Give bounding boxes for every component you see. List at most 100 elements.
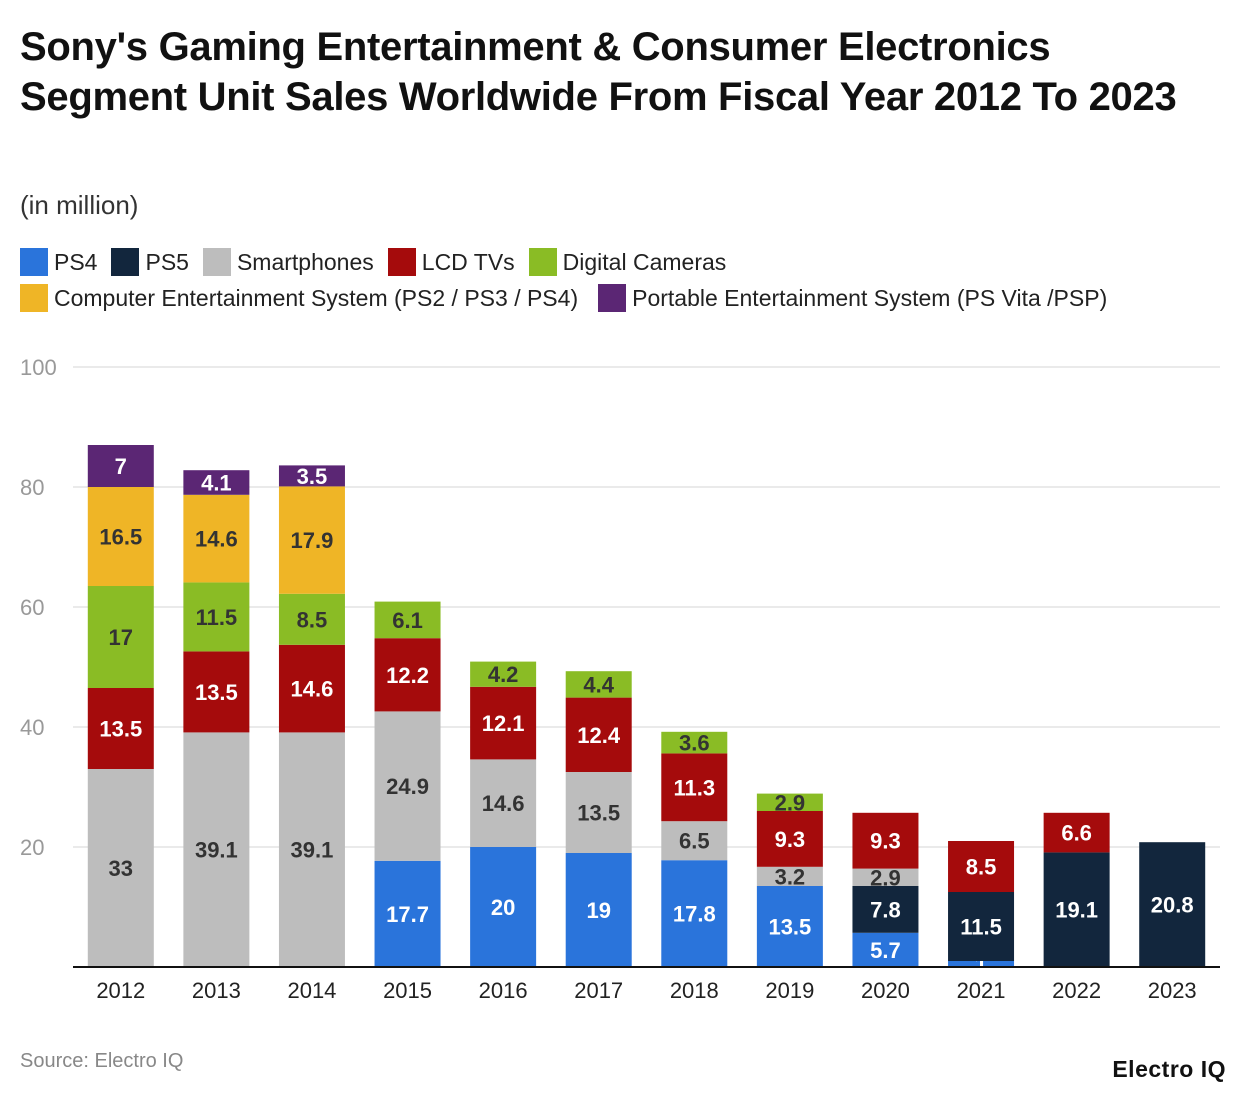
x-tick-label: 2022	[1052, 978, 1101, 1003]
data-label: 20.8	[1151, 893, 1194, 918]
legend-swatch	[528, 248, 557, 276]
legend-item: Digital Cameras	[528, 244, 726, 280]
data-label: 7.8	[870, 897, 901, 922]
x-tick-label: 2013	[192, 978, 241, 1003]
legend-label: Computer Entertainment System (PS2 / PS3…	[54, 285, 579, 311]
legend-item: Portable Entertainment System (PS Vita /…	[598, 280, 1107, 316]
source-note: Source: Electro IQ	[20, 1050, 184, 1072]
y-tick-label: 40	[20, 715, 44, 740]
data-label: 3.6	[679, 731, 710, 756]
bar-segment	[565, 853, 632, 967]
legend-item: PS4	[20, 244, 97, 280]
chart-title: Sony's Gaming Entertainment & Consumer E…	[20, 25, 1177, 119]
data-label: 13.5	[768, 915, 811, 940]
data-label: 9.3	[870, 829, 901, 854]
data-label: 6.1	[392, 608, 423, 633]
bar-segment	[756, 793, 823, 811]
data-label: 3.2	[775, 864, 806, 889]
bar-segment	[278, 465, 345, 487]
bar-segment	[87, 586, 154, 688]
data-label: 17	[109, 625, 133, 650]
data-label: 12.2	[386, 663, 429, 688]
bar-segment	[852, 932, 919, 967]
data-label: 13.5	[195, 680, 238, 705]
data-label: 19	[586, 898, 610, 923]
bar-segment	[661, 731, 728, 754]
bar-segment	[183, 732, 250, 967]
bar-segment	[756, 811, 823, 867]
x-tick-label: 2016	[479, 978, 528, 1003]
legend-item: PS5	[111, 244, 189, 280]
legend-label: Smartphones	[236, 249, 374, 275]
legend-item: Computer Entertainment System (PS2 / PS3…	[20, 280, 578, 316]
data-label: 12.4	[577, 723, 621, 748]
x-tick-label: 2014	[287, 978, 336, 1003]
bar-segment	[278, 593, 345, 645]
bar-segment	[852, 886, 919, 933]
data-label: 4.2	[488, 662, 519, 687]
bar-segment	[948, 961, 1015, 967]
data-label: 13.5	[99, 717, 142, 742]
data-label: 39.1	[195, 838, 238, 863]
legend-label: LCD TVs	[421, 249, 515, 275]
legend-label: Portable Entertainment System (PS Vita /…	[632, 285, 1108, 311]
bar-segment	[183, 582, 250, 652]
data-label: 17.8	[673, 902, 716, 927]
data-label: 17.7	[386, 902, 429, 927]
bar-segment	[278, 644, 345, 733]
x-tick-label: 2018	[670, 978, 719, 1003]
data-label: 2.9	[870, 865, 901, 890]
bar-segment	[278, 486, 345, 594]
legend-label: PS5	[145, 249, 189, 275]
data-label: 3.5	[297, 464, 328, 489]
legend-swatch	[20, 248, 48, 276]
bar-segment	[565, 697, 632, 772]
data-label: 24.9	[386, 774, 429, 799]
bar-segment	[756, 886, 823, 967]
bar-segment	[183, 651, 250, 733]
bar-segment	[87, 445, 154, 487]
bar-segment	[661, 821, 728, 861]
bar-segment	[470, 661, 537, 687]
legend: PS4 PS5 Smartphones LCD TVs Digital Cameras C…	[20, 244, 1230, 316]
data-label: 17.9	[291, 528, 334, 553]
x-tick-label: 2012	[96, 978, 145, 1003]
bar-segment	[661, 860, 728, 967]
data-label: 9.3	[775, 827, 806, 852]
bar-segment	[1139, 842, 1206, 967]
x-tick-label: 2020	[861, 978, 910, 1003]
x-tick-label: 2023	[1148, 978, 1197, 1003]
data-label: 4.1	[201, 471, 232, 496]
data-label: 14.6	[291, 677, 334, 702]
bar-segment	[1043, 852, 1110, 967]
bar-segment	[948, 892, 1015, 961]
bar-segment	[565, 671, 632, 698]
data-label: 6.6	[1061, 821, 1092, 846]
data-label: 2.9	[775, 790, 806, 815]
data-label: 14.6	[195, 527, 238, 552]
bar-segment	[278, 732, 345, 967]
data-label: 39.1	[291, 838, 334, 863]
x-tick-label: 2015	[383, 978, 432, 1003]
bar-segment	[852, 868, 919, 886]
data-label: 11.3	[673, 775, 715, 800]
data-label: 20	[491, 895, 515, 920]
data-label: 11.5	[960, 915, 1002, 940]
legend-swatch	[598, 284, 627, 312]
electro-iq-logo: Electro IQ	[1112, 1056, 1226, 1082]
bar-segment	[470, 759, 537, 847]
bar-segment	[87, 769, 154, 967]
bar-segment	[756, 866, 823, 886]
data-label: 8.5	[966, 855, 997, 880]
bar-segment	[470, 847, 537, 967]
legend-swatch	[111, 248, 140, 276]
data-label: 19.1	[1055, 898, 1098, 923]
y-tick-label: 60	[20, 595, 44, 620]
data-label: 12.1	[482, 711, 525, 736]
bar-segment	[565, 772, 632, 853]
bar-segment	[374, 711, 441, 861]
legend-label: PS4	[54, 249, 98, 275]
y-tick-label: 80	[20, 475, 44, 500]
legend-swatch	[387, 248, 416, 276]
